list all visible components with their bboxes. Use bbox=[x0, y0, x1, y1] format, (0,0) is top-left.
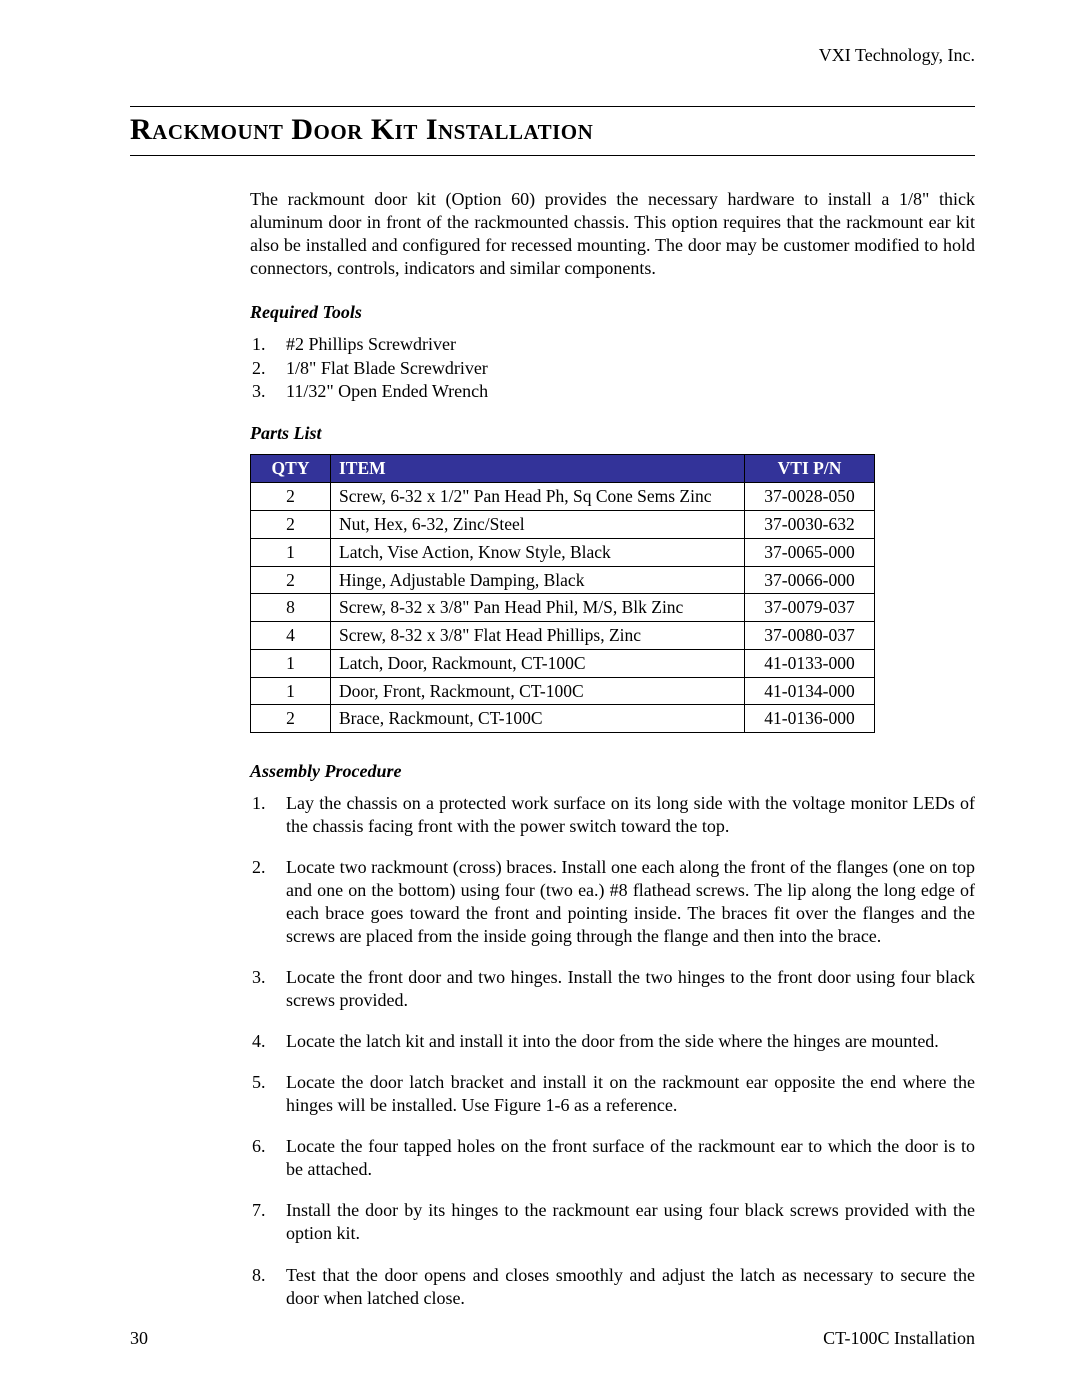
content-column: The rackmount door kit (Option 60) provi… bbox=[250, 188, 975, 1310]
list-item: Locate two rackmount (cross) braces. Ins… bbox=[250, 856, 975, 948]
parts-table-body: 2Screw, 6-32 x 1/2" Pan Head Ph, Sq Cone… bbox=[251, 483, 875, 733]
page-number: 30 bbox=[130, 1328, 148, 1349]
cell-item: Latch, Vise Action, Know Style, Black bbox=[331, 538, 745, 566]
parts-heading: Parts List bbox=[250, 423, 975, 444]
col-qty: QTY bbox=[251, 455, 331, 483]
doc-name: CT-100C Installation bbox=[823, 1328, 975, 1349]
table-header-row: QTY ITEM VTI P/N bbox=[251, 455, 875, 483]
cell-qty: 2 bbox=[251, 511, 331, 539]
cell-item: Door, Front, Rackmount, CT-100C bbox=[331, 677, 745, 705]
col-item: ITEM bbox=[331, 455, 745, 483]
cell-qty: 2 bbox=[251, 483, 331, 511]
list-item: Locate the door latch bracket and instal… bbox=[250, 1071, 975, 1117]
cell-qty: 8 bbox=[251, 594, 331, 622]
table-row: 2Hinge, Adjustable Damping, Black37-0066… bbox=[251, 566, 875, 594]
cell-item: Brace, Rackmount, CT-100C bbox=[331, 705, 745, 733]
list-item: Test that the door opens and closes smoo… bbox=[250, 1264, 975, 1310]
intro-paragraph: The rackmount door kit (Option 60) provi… bbox=[250, 188, 975, 280]
cell-item: Nut, Hex, 6-32, Zinc/Steel bbox=[331, 511, 745, 539]
list-item: 1/8" Flat Blade Screwdriver bbox=[250, 357, 975, 380]
table-row: 2Brace, Rackmount, CT-100C41-0136-000 bbox=[251, 705, 875, 733]
list-item: #2 Phillips Screwdriver bbox=[250, 333, 975, 356]
cell-pn: 37-0065-000 bbox=[745, 538, 875, 566]
cell-qty: 1 bbox=[251, 677, 331, 705]
table-row: 4Screw, 8-32 x 3/8" Flat Head Phillips, … bbox=[251, 622, 875, 650]
cell-pn: 37-0080-037 bbox=[745, 622, 875, 650]
table-row: 1Latch, Door, Rackmount, CT-100C41-0133-… bbox=[251, 649, 875, 677]
page-footer: 30 CT-100C Installation bbox=[130, 1328, 975, 1349]
cell-pn: 41-0136-000 bbox=[745, 705, 875, 733]
table-row: 2Screw, 6-32 x 1/2" Pan Head Ph, Sq Cone… bbox=[251, 483, 875, 511]
tools-list: #2 Phillips Screwdriver 1/8" Flat Blade … bbox=[250, 333, 975, 403]
cell-item: Latch, Door, Rackmount, CT-100C bbox=[331, 649, 745, 677]
list-item: Install the door by its hinges to the ra… bbox=[250, 1199, 975, 1245]
table-row: 8Screw, 8-32 x 3/8" Pan Head Phil, M/S, … bbox=[251, 594, 875, 622]
list-item: 11/32" Open Ended Wrench bbox=[250, 380, 975, 403]
table-row: 1Door, Front, Rackmount, CT-100C41-0134-… bbox=[251, 677, 875, 705]
col-pn: VTI P/N bbox=[745, 455, 875, 483]
cell-pn: 37-0066-000 bbox=[745, 566, 875, 594]
list-item: Lay the chassis on a protected work surf… bbox=[250, 792, 975, 838]
cell-qty: 1 bbox=[251, 538, 331, 566]
cell-pn: 37-0030-632 bbox=[745, 511, 875, 539]
title-rule-box: Rackmount Door Kit Installation bbox=[130, 106, 975, 156]
company-name: VXI Technology, Inc. bbox=[130, 45, 975, 66]
cell-item: Screw, 8-32 x 3/8" Pan Head Phil, M/S, B… bbox=[331, 594, 745, 622]
cell-qty: 2 bbox=[251, 566, 331, 594]
table-row: 1Latch, Vise Action, Know Style, Black37… bbox=[251, 538, 875, 566]
cell-item: Screw, 6-32 x 1/2" Pan Head Ph, Sq Cone … bbox=[331, 483, 745, 511]
cell-pn: 41-0133-000 bbox=[745, 649, 875, 677]
parts-table: QTY ITEM VTI P/N 2Screw, 6-32 x 1/2" Pan… bbox=[250, 454, 875, 733]
cell-qty: 2 bbox=[251, 705, 331, 733]
cell-pn: 37-0028-050 bbox=[745, 483, 875, 511]
cell-qty: 4 bbox=[251, 622, 331, 650]
table-row: 2Nut, Hex, 6-32, Zinc/Steel37-0030-632 bbox=[251, 511, 875, 539]
list-item: Locate the four tapped holes on the fron… bbox=[250, 1135, 975, 1181]
cell-item: Hinge, Adjustable Damping, Black bbox=[331, 566, 745, 594]
cell-pn: 41-0134-000 bbox=[745, 677, 875, 705]
cell-pn: 37-0079-037 bbox=[745, 594, 875, 622]
procedure-heading: Assembly Procedure bbox=[250, 761, 975, 782]
cell-item: Screw, 8-32 x 3/8" Flat Head Phillips, Z… bbox=[331, 622, 745, 650]
page-title: Rackmount Door Kit Installation bbox=[130, 113, 975, 147]
cell-qty: 1 bbox=[251, 649, 331, 677]
tools-heading: Required Tools bbox=[250, 302, 975, 323]
list-item: Locate the front door and two hinges. In… bbox=[250, 966, 975, 1012]
procedure-list: Lay the chassis on a protected work surf… bbox=[250, 792, 975, 1310]
list-item: Locate the latch kit and install it into… bbox=[250, 1030, 975, 1053]
